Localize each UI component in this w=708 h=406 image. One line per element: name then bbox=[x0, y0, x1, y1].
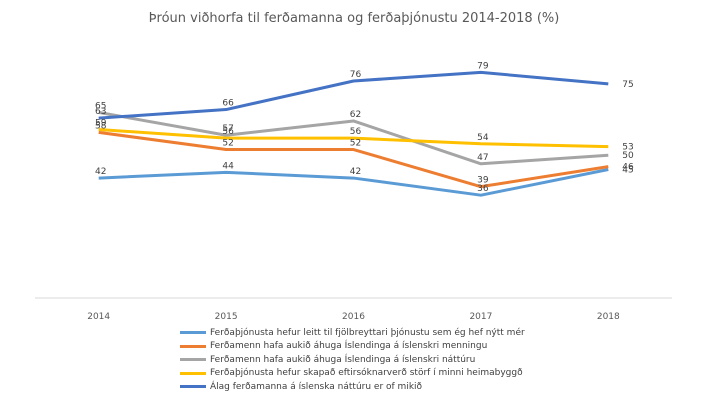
legend-swatch bbox=[180, 344, 206, 348]
legend-swatch bbox=[180, 385, 206, 389]
legend-swatch bbox=[180, 371, 206, 375]
data-label: 76 bbox=[350, 70, 362, 80]
legend-item: Ferðamenn hafa aukið áhuga Íslendinga á … bbox=[180, 340, 650, 354]
data-label: 52 bbox=[350, 139, 361, 149]
data-label: 63 bbox=[95, 107, 106, 117]
series-line-1 bbox=[98, 168, 609, 197]
data-label: 42 bbox=[95, 167, 106, 177]
data-label: 65 bbox=[95, 101, 106, 111]
x-tick-label: 2017 bbox=[469, 312, 492, 322]
data-label: 39 bbox=[477, 176, 489, 186]
data-label: 79 bbox=[477, 61, 489, 71]
data-label: 42 bbox=[350, 167, 361, 177]
data-label: 66 bbox=[222, 99, 234, 109]
legend-item: Álag ferðamanna á íslenska náttúru er of… bbox=[180, 380, 650, 394]
data-label: 47 bbox=[477, 153, 488, 163]
legend-swatch bbox=[180, 358, 206, 362]
legend-label: Ferðamenn hafa aukið áhuga Íslendinga á … bbox=[210, 354, 476, 365]
legend: Ferðaþjónusta hefur leitt til fjölbreytt… bbox=[180, 326, 650, 394]
series-line-2 bbox=[98, 130, 609, 189]
legend-label: Ferðaþjónusta hefur leitt til fjölbreytt… bbox=[210, 327, 525, 338]
x-axis-ticks: 2014 2015 2016 2017 2018 bbox=[87, 312, 620, 322]
data-label: 62 bbox=[350, 110, 361, 120]
data-label: 56 bbox=[222, 127, 234, 137]
chart-title: Þróun viðhorfa til ferðamanna og ferðaþj… bbox=[148, 11, 560, 26]
data-label: 52 bbox=[222, 139, 233, 149]
legend-item: Ferðamenn hafa aukið áhuga Íslendinga á … bbox=[180, 353, 650, 367]
data-label: 53 bbox=[622, 143, 633, 153]
series-line-3 bbox=[98, 110, 609, 166]
legend-label: Ferðamenn hafa aukið áhuga Íslendinga á … bbox=[210, 341, 488, 352]
legend-label: Ferðaþjónusta hefur skapað eftirsóknarve… bbox=[210, 368, 523, 379]
data-label: 46 bbox=[622, 163, 634, 173]
legend-swatch bbox=[180, 331, 206, 335]
x-tick-label: 2018 bbox=[597, 312, 620, 322]
data-label: 57 bbox=[222, 124, 233, 134]
data-labels: 42 44 42 36 45 58 52 52 39 46 65 57 62 47 50 59 56 56 54 53… bbox=[95, 61, 634, 194]
series-line-5 bbox=[98, 70, 609, 120]
data-label: 45 bbox=[622, 166, 633, 176]
legend-label: Álag ferðamanna á íslenska náttúru er of… bbox=[210, 381, 423, 392]
data-label: 44 bbox=[222, 161, 234, 171]
data-label: 58 bbox=[95, 121, 107, 131]
x-tick-label: 2016 bbox=[342, 312, 365, 322]
x-tick-label: 2014 bbox=[87, 312, 110, 322]
data-label: 75 bbox=[622, 80, 633, 90]
data-label: 50 bbox=[622, 151, 634, 161]
series-line-4 bbox=[98, 128, 609, 149]
x-tick-label: 2015 bbox=[215, 312, 238, 322]
series-lines bbox=[98, 70, 609, 197]
data-label: 56 bbox=[350, 127, 362, 137]
data-label: 59 bbox=[95, 119, 107, 129]
legend-item: Ferðaþjónusta hefur skapað eftirsóknarve… bbox=[180, 367, 650, 381]
legend-item: Ferðaþjónusta hefur leitt til fjölbreytt… bbox=[180, 326, 650, 340]
data-label: 54 bbox=[477, 133, 489, 143]
data-label: 36 bbox=[477, 184, 489, 194]
